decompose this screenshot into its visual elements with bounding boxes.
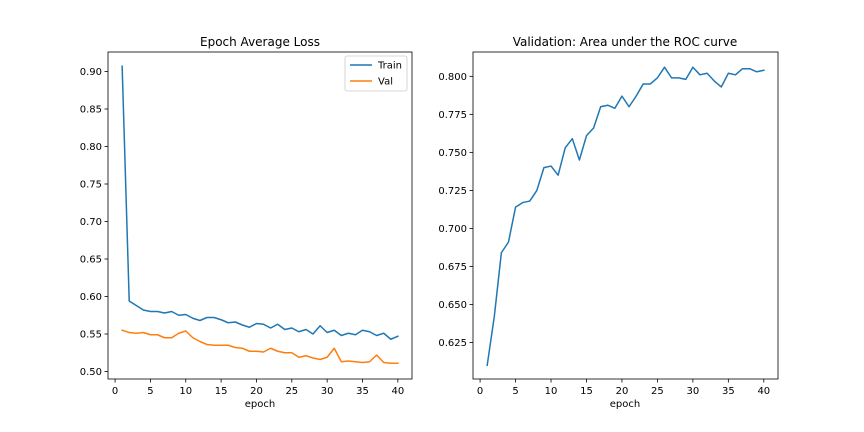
loss-y-tick-label: 0.80 — [80, 142, 102, 153]
loss-y-ticks: 0.50 0.55 0.60 0.65 0.70 0.75 0.80 0.85 0.90 — [80, 67, 108, 378]
auc-y-tick-label: 0.800 — [438, 72, 467, 83]
auc-panel: Validation: Area under the ROC curve 0 5 1… — [438, 35, 779, 410]
loss-x-tick-label: 15 — [215, 386, 228, 397]
auc-y-tick-label: 0.725 — [438, 186, 467, 197]
loss-x-axis-label: epoch — [245, 399, 275, 410]
auc-auc-line — [486, 66, 765, 367]
loss-y-tick-label: 0.60 — [80, 292, 102, 303]
loss-y-tick-label: 0.50 — [80, 367, 102, 378]
loss-x-ticks: 0 5 10 15 20 25 30 35 40 — [112, 379, 404, 397]
auc-y-tick-label: 0.775 — [438, 110, 467, 121]
auc-x-tick-label: 30 — [687, 386, 700, 397]
loss-x-tick-label: 35 — [356, 386, 369, 397]
loss-panel: Epoch Average Loss 0 5 10 15 20 25 30 35 40 0.50… — [80, 35, 413, 410]
loss-x-tick-label: 5 — [147, 386, 153, 397]
loss-val-line — [121, 329, 399, 364]
loss-y-tick-label: 0.55 — [80, 330, 102, 341]
loss-x-tick-label: 0 — [112, 386, 118, 397]
auc-x-tick-label: 25 — [651, 386, 664, 397]
auc-y-tick-label: 0.675 — [438, 262, 467, 273]
auc-x-tick-label: 40 — [757, 386, 770, 397]
loss-y-tick-label: 0.90 — [80, 67, 102, 78]
auc-x-axis-label: epoch — [610, 399, 640, 410]
auc-series-lines — [486, 66, 765, 367]
loss-y-tick-label: 0.65 — [80, 255, 102, 266]
auc-x-tick-label: 0 — [477, 386, 483, 397]
loss-series-lines — [121, 65, 399, 364]
auc-x-ticks: 0 5 10 15 20 25 30 35 40 — [477, 379, 770, 397]
loss-y-tick-label: 0.75 — [80, 180, 102, 191]
loss-legend: Train Val — [344, 55, 408, 92]
auc-plot-area — [472, 51, 779, 380]
auc-y-tick-label: 0.625 — [438, 338, 467, 349]
auc-x-tick-label: 10 — [545, 386, 558, 397]
loss-x-tick-label: 20 — [250, 386, 263, 397]
auc-y-tick-label: 0.750 — [438, 148, 467, 159]
loss-x-tick-label: 25 — [285, 386, 298, 397]
auc-panel-title: Validation: Area under the ROC curve — [513, 35, 738, 49]
loss-x-tick-label: 10 — [179, 386, 192, 397]
loss-panel-title: Epoch Average Loss — [200, 35, 320, 49]
loss-train-line — [121, 65, 399, 340]
auc-y-ticks: 0.625 0.650 0.675 0.700 0.725 0.750 0.775 0.800 — [438, 72, 473, 349]
loss-x-tick-label: 30 — [321, 386, 334, 397]
legend-val-label: Val — [378, 77, 393, 88]
auc-x-tick-label: 15 — [580, 386, 593, 397]
auc-x-tick-label: 35 — [722, 386, 735, 397]
loss-plot-area — [107, 51, 413, 380]
auc-x-tick-label: 20 — [616, 386, 629, 397]
auc-y-tick-label: 0.700 — [438, 224, 467, 235]
legend-train-label: Train — [377, 61, 402, 72]
auc-y-tick-label: 0.650 — [438, 300, 467, 311]
loss-y-tick-label: 0.85 — [80, 105, 102, 116]
loss-x-tick-label: 40 — [391, 386, 404, 397]
loss-y-tick-label: 0.70 — [80, 217, 102, 228]
auc-x-tick-label: 5 — [512, 386, 518, 397]
